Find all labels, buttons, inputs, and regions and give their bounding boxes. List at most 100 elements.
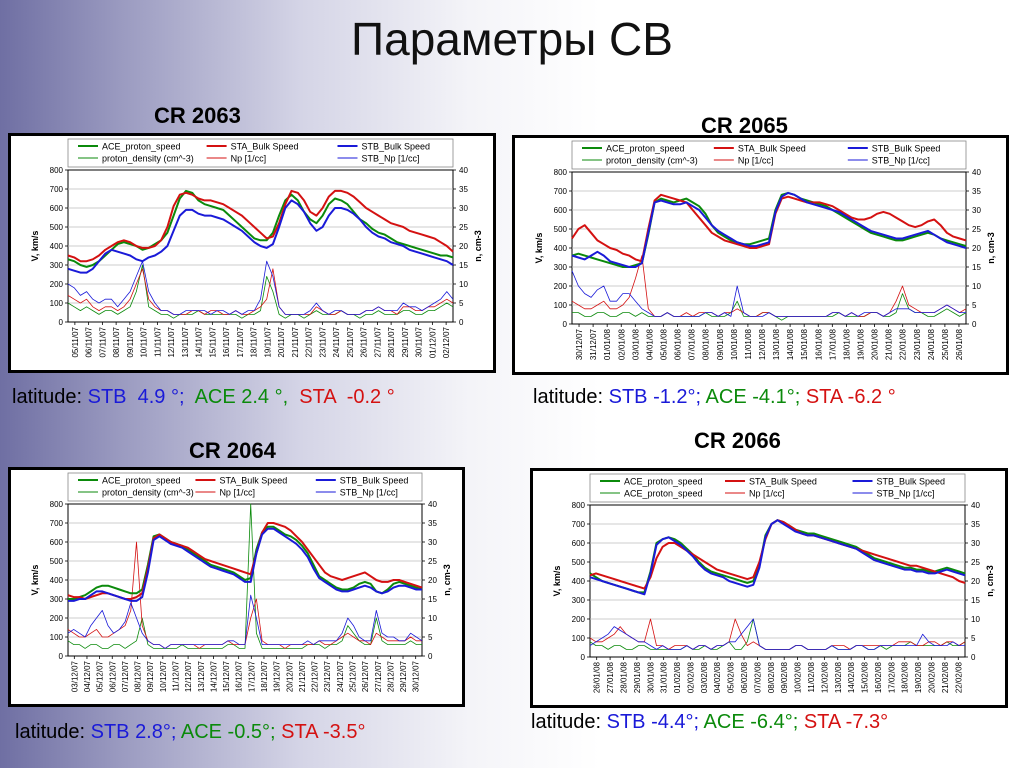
y-tick-label: 500 [50,557,64,566]
x-tick-label: 09/01/08 [716,328,725,360]
y2-tick-label: 10 [428,614,437,623]
x-tick-label: 15/11/07 [208,326,217,357]
x-tick-label: 14/01/08 [786,328,795,360]
y2-tick-label: 10 [971,615,980,624]
x-tick-label: 18/12/07 [260,660,269,692]
x-tick-label: 10/11/07 [140,326,149,357]
y2-tick-label: 25 [428,557,437,566]
x-tick-label: 06/01/08 [674,328,683,360]
x-tick-label: 10/12/07 [159,660,168,692]
y2-tick-label: 30 [971,539,980,548]
x-tick-label: 07/02/08 [753,661,762,693]
x-tick-label: 11/12/07 [171,660,180,691]
legend: ACE_proton_speed STA_Bulk Speed STB_Bulk S… [589,473,966,503]
chart-panel-cr2066: ACE_proton_speed STA_Bulk Speed STB_Bulk S… [530,468,1008,708]
x-tick-label: 21/12/07 [298,660,307,692]
x-tick-label: 16/02/08 [874,661,883,693]
y-tick-label: 300 [50,595,64,604]
x-tick-label: 22/02/08 [954,661,963,693]
y-tick-label: 200 [50,280,64,289]
y-tick-label: 200 [572,615,586,624]
y-axis-label: V, km/s [534,233,544,264]
x-tick-label: 19/02/08 [914,661,923,693]
x-tick-label: 30/11/07 [415,326,424,357]
x-tick-label: 06/11/07 [85,326,94,357]
y-tick-label: 100 [50,633,64,642]
y2-tick-label: 30 [428,538,437,547]
legend-label: STB_Bulk Speed [362,142,431,152]
y2-tick-label: 20 [459,242,468,251]
x-tick-label: 25/01/08 [941,328,950,360]
latitude-prefix: latitude: [531,711,607,733]
x-tick-label: 29/11/07 [401,326,410,357]
x-tick-label: 02/12/07 [442,326,451,358]
x-tick-label: 23/11/07 [318,326,327,357]
y-tick-label: 600 [50,204,64,213]
y-tick-label: 400 [50,576,64,585]
x-tick-label: 04/02/08 [713,661,722,693]
x-tick-label: 04/01/08 [645,328,654,360]
x-tick-label: 15/01/08 [800,328,809,360]
x-tick-label: 30/01/08 [646,661,655,693]
legend-label: proton_density (cm^-3) [102,154,194,164]
panel-title-cr2063: CR 2063 [154,103,241,128]
x-tick-label: 14/02/08 [847,661,856,693]
x-tick-label: 24/11/07 [332,326,341,357]
x-tick-label: 06/12/07 [108,660,117,692]
x-tick-label: 10/02/08 [794,661,803,693]
x-tick-label: 29/01/08 [633,661,642,693]
x-tick-label: 08/11/07 [112,326,121,357]
y2-tick-label: 0 [428,652,433,661]
x-tick-label: 30/12/07 [575,328,584,360]
y-tick-label: 500 [572,558,586,567]
latitude-stb: STB -1.2°; [608,386,702,408]
x-tick-label: 11/11/07 [153,326,162,357]
x-tick-label: 03/12/07 [70,660,79,692]
x-tick-label: 27/11/07 [373,326,382,357]
y-tick-label: 800 [50,500,64,509]
chart-cr2064: ACE_proton_speed STA_Bulk Speed STB_Bulk S… [30,472,452,692]
x-tick-label: 19/01/08 [856,328,865,360]
legend-label: ACE_proton_speed [624,477,703,487]
x-tick-label: 03/01/08 [631,328,640,360]
x-tick-label: 22/01/08 [899,328,908,360]
y-tick-label: 700 [572,520,586,529]
y2-tick-label: 25 [972,225,981,234]
y2-tick-label: 5 [972,301,977,310]
latitude-stb: STB 4.9 °; [87,386,185,408]
legend-label: Np [1/cc] [219,488,255,498]
x-tick-label: 27/12/07 [374,660,383,692]
panel-title-cr2066: CR 2066 [694,428,781,453]
y-tick-label: 0 [563,320,568,329]
y2-tick-label: 15 [428,595,437,604]
y-tick-label: 500 [50,223,64,232]
latitude-prefix: latitude: [15,721,91,743]
x-tick-label: 13/02/08 [834,661,843,693]
legend-box [571,140,967,170]
x-tick-label: 05/11/07 [71,326,80,357]
x-tick-label: 14/11/07 [195,326,204,357]
y-tick-label: 100 [572,634,586,643]
x-tick-label: 19/11/07 [263,326,272,357]
latitude-line-cr2063: latitude: STB 4.9 °; ACE 2.4 °, STA -0.2… [12,386,395,409]
x-tick-label: 01/02/08 [673,661,682,693]
y-tick-label: 800 [50,166,64,175]
legend-label: Np [1/cc] [231,154,267,164]
x-tick-label: 17/02/08 [887,661,896,693]
y-tick-label: 700 [50,519,64,528]
y-tick-label: 800 [572,501,586,510]
series-line-proton-density-cm-3 [67,264,454,319]
y2-tick-label: 40 [459,166,468,175]
x-tick-label: 11/02/08 [807,661,816,692]
y2-tick-label: 30 [459,204,468,213]
x-tick-label: 21/01/08 [885,328,894,360]
latitude-ace: ACE -4.1°; [705,386,801,408]
x-tick-label: 08/02/08 [767,661,776,693]
x-tick-label: 04/12/07 [83,660,92,692]
latitude-stb: STB 2.8°; [90,721,177,743]
x-tick-label: 25/11/07 [346,326,355,357]
y-tick-label: 400 [572,577,586,586]
y-tick-label: 200 [50,614,64,623]
x-tick-label: 31/01/08 [660,661,669,693]
series-line-ace-proton-speed [68,525,423,600]
